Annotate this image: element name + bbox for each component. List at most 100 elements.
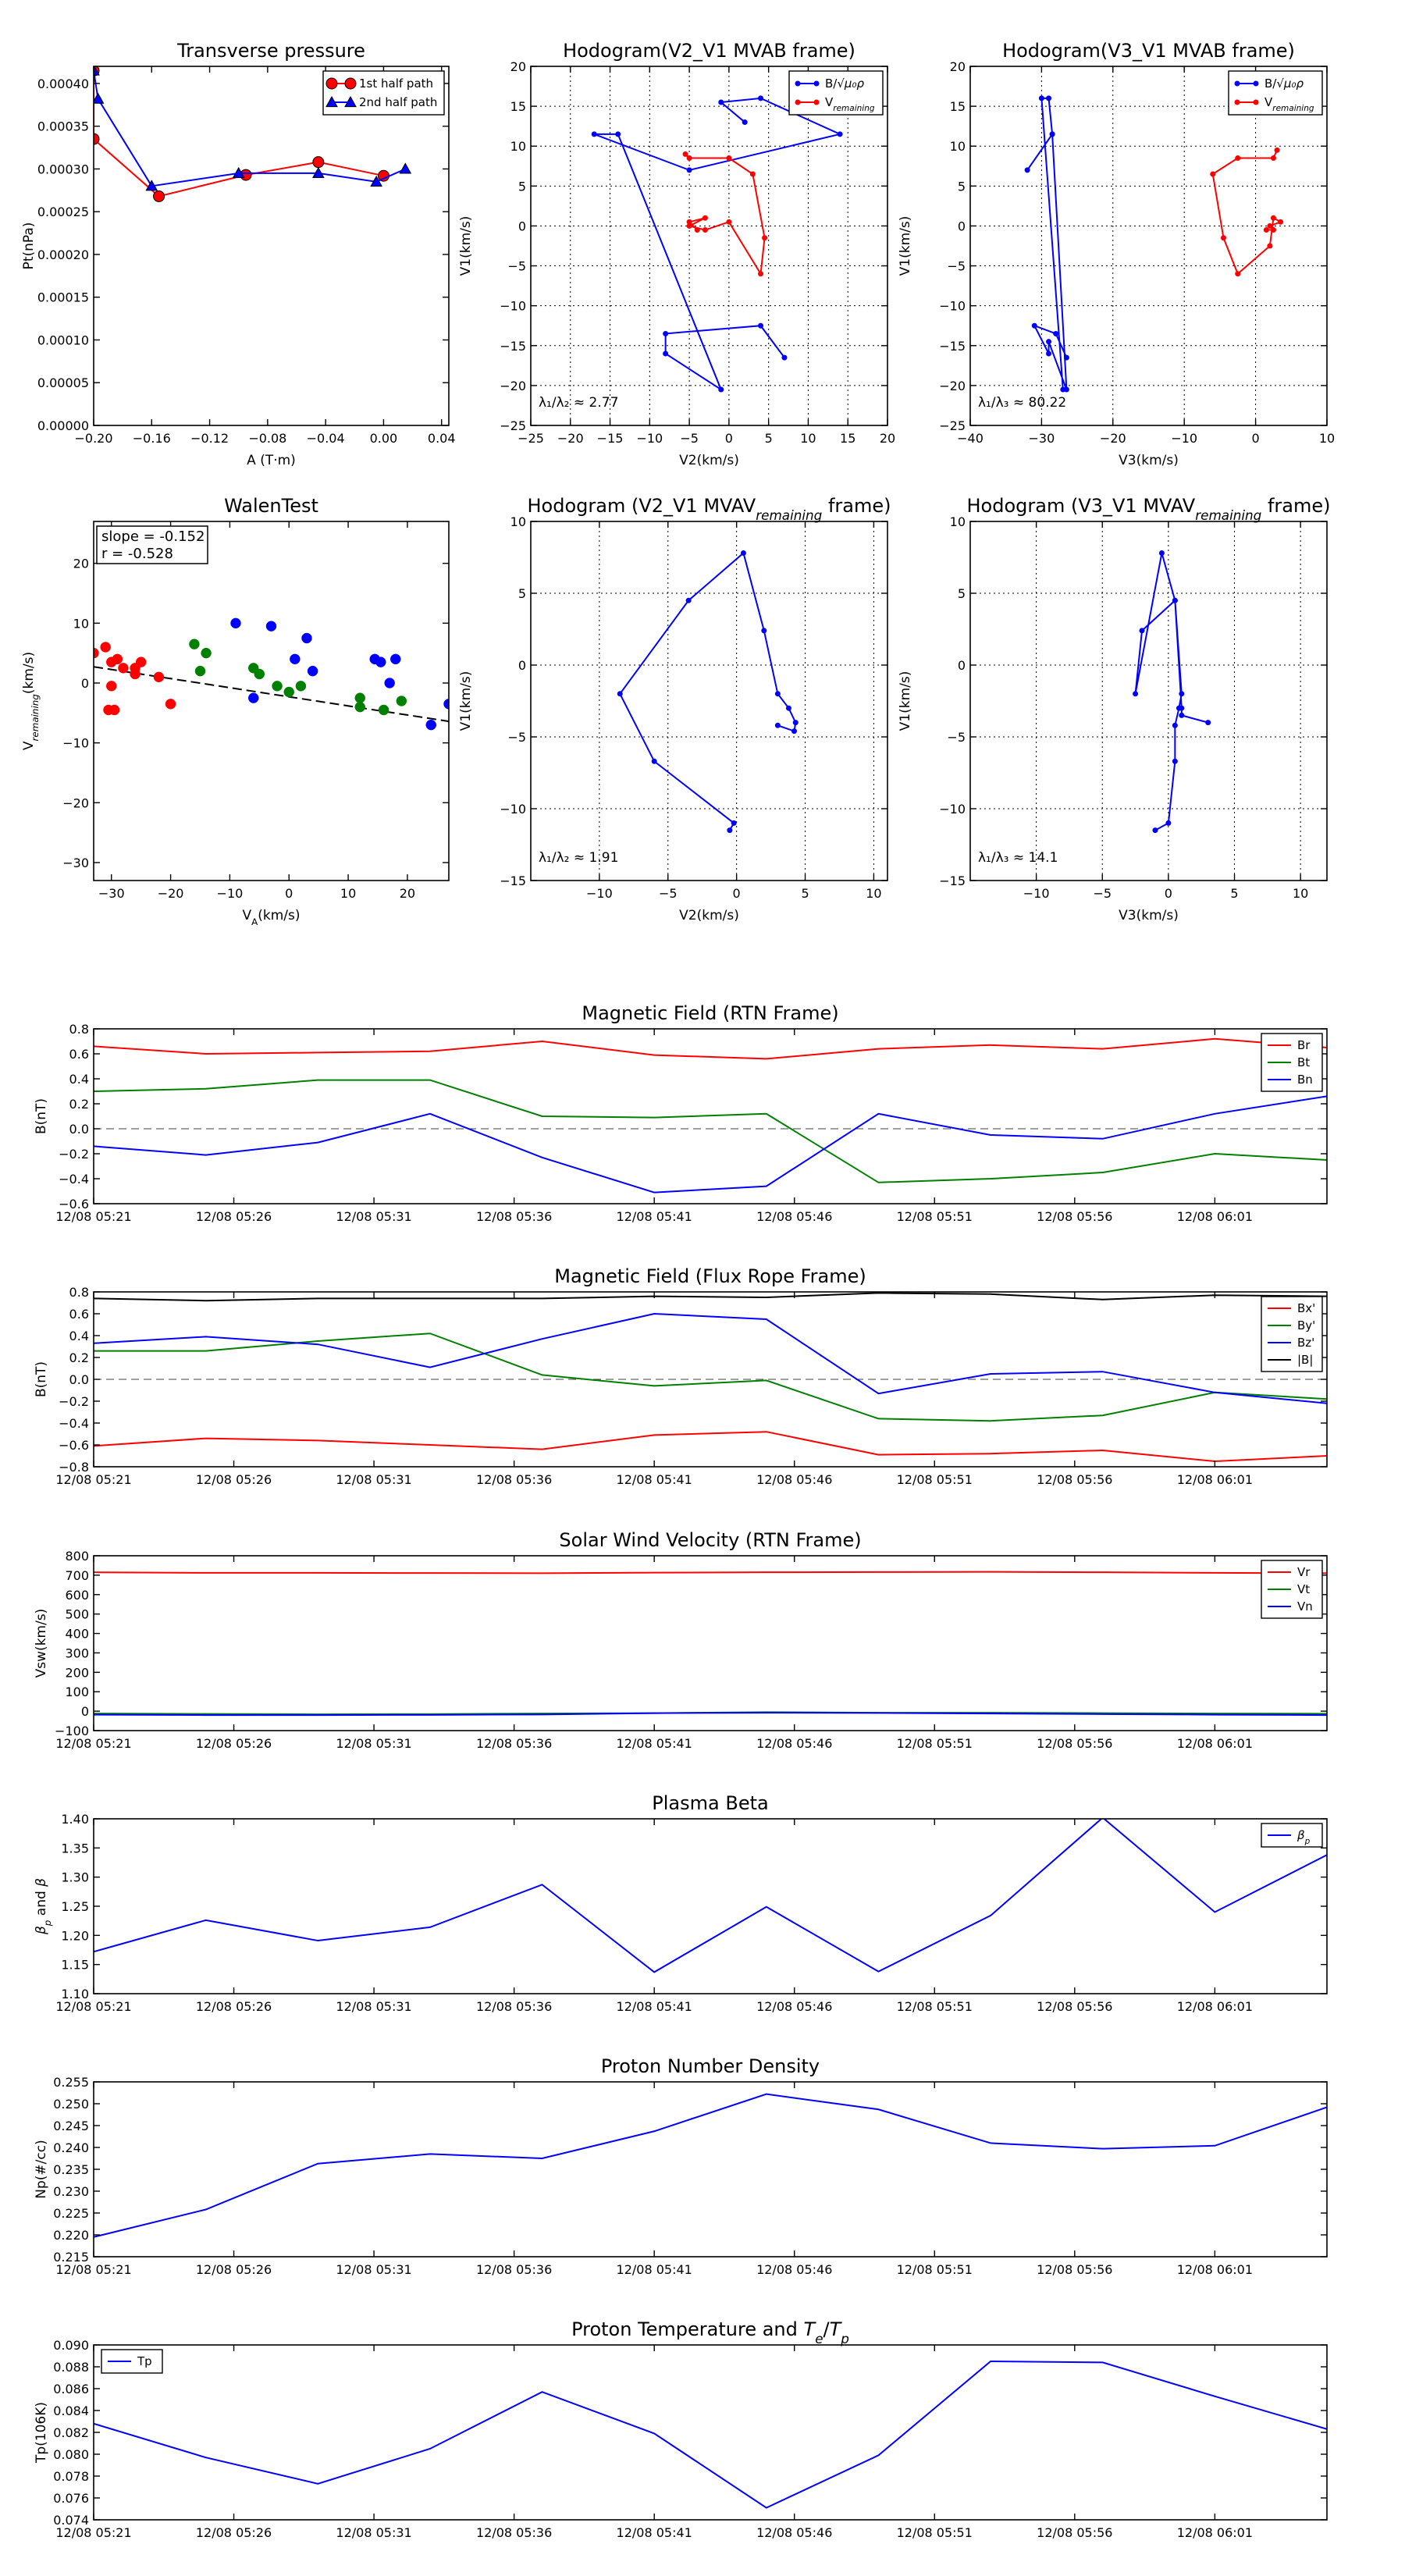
y-tick-label: 0.230 <box>53 2184 89 2199</box>
y-tick-label: 0.0 <box>69 1372 89 1387</box>
x-tick-label: 0.04 <box>428 431 456 446</box>
data-point <box>686 167 692 173</box>
y-tick-label: 15 <box>510 99 526 114</box>
legend-label: 2nd half path <box>359 95 437 109</box>
chart-title-part: e <box>815 2331 823 2347</box>
x-tick-label: 12/08 05:31 <box>336 2262 411 2277</box>
y-tick-label: 1.30 <box>61 1870 89 1885</box>
series-line <box>94 1079 1327 1183</box>
y-axis-label: V1(km/s) <box>898 216 913 276</box>
y-tick-label: 0.00000 <box>37 418 89 433</box>
chart-title-part: Proton Number Density <box>601 2055 820 2077</box>
data-point <box>254 668 265 680</box>
y-axis-label-part: Vsw(km/s) <box>34 1609 49 1678</box>
x-tick-label: −0.16 <box>133 431 171 446</box>
x-tick-label: 12/08 05:31 <box>336 1999 411 2014</box>
x-tick-label: 12/08 05:36 <box>476 2525 552 2540</box>
legend: B/√μ₀ρ Vremaining <box>788 70 884 116</box>
y-tick-label: 500 <box>65 1607 89 1622</box>
y-axis-label-part: 6 <box>34 2416 49 2425</box>
eigenvalue-ratio-label: λ₁/λ₂ ≈ 2.77 <box>539 395 618 411</box>
y-tick-label: 5 <box>958 586 966 601</box>
y-axis-label-part: and <box>34 1887 49 1920</box>
data-point <box>189 639 200 649</box>
x-tick-label: 20 <box>400 886 415 901</box>
x-axis-label-part: V3(km/s) <box>1119 908 1179 923</box>
data-point <box>702 227 708 233</box>
chart-title: Magnetic Field (Flux Rope Frame) <box>554 1265 866 1287</box>
x-tick-label: −25 <box>518 431 544 446</box>
data-point <box>399 162 412 174</box>
y-axis-label: Vremaining(km/s) <box>21 652 41 750</box>
x-tick-label: 12/08 05:51 <box>897 2262 973 2277</box>
x-tick-label: 12/08 06:01 <box>1177 1209 1253 1224</box>
data-point <box>1053 330 1059 336</box>
data-point <box>1046 95 1052 101</box>
data-point <box>792 720 799 726</box>
data-point <box>1270 215 1276 221</box>
data-point <box>232 166 245 179</box>
legend-label: 1st half path <box>359 76 433 91</box>
y-axis-label-part: (km/s) <box>21 652 37 694</box>
chart-title: Transverse pressure <box>176 40 365 62</box>
data-point <box>663 330 669 336</box>
data-point <box>1139 628 1145 634</box>
x-tick-label: 12/08 05:46 <box>756 2262 832 2277</box>
x-tick-label: −20 <box>158 886 184 901</box>
x-tick-label: 12/08 05:51 <box>897 1472 973 1487</box>
x-tick-label: 12/08 06:01 <box>1177 1736 1253 1751</box>
legend-label-part: B/√ <box>825 76 845 91</box>
y-tick-label: 0.00035 <box>37 119 89 134</box>
data-point <box>390 653 401 665</box>
x-tick-label: 5 <box>1230 886 1238 901</box>
legend-label: Tp <box>137 2354 152 2368</box>
data-point <box>230 617 241 629</box>
fit-line <box>94 666 449 723</box>
chart-title-part: Hodogram(V2_V1 MVAB frame) <box>563 40 855 62</box>
y-axis-label: V1(km/s) <box>898 671 913 731</box>
chart-title-part: remaining <box>1195 507 1261 523</box>
legend-marker <box>344 77 357 90</box>
data-point <box>100 642 111 653</box>
y-tick-label: 0 <box>518 219 526 233</box>
chart-title-part: Magnetic Field (Flux Rope Frame) <box>554 1265 866 1287</box>
axes-frame <box>93 1555 1328 1731</box>
x-tick-label: −0.20 <box>74 431 112 446</box>
legend-marker <box>1253 80 1259 87</box>
legend-label: Vremaining <box>825 95 875 113</box>
legend-label: Bt <box>1297 1055 1310 1069</box>
y-tick-label: 0.2 <box>69 1350 89 1365</box>
legend-label: Bz' <box>1297 1336 1314 1350</box>
data-point <box>694 227 700 233</box>
x-tick-label: 12/08 05:31 <box>336 1472 411 1487</box>
y-tick-label: −0.6 <box>59 1438 89 1453</box>
x-tick-label: 12/08 05:56 <box>1037 1999 1112 2014</box>
data-point <box>740 550 746 556</box>
legend-label-part: Vn <box>1297 1599 1313 1614</box>
y-axis-label-part: V1(km/s) <box>898 671 913 731</box>
x-axis-label: V2(km/s) <box>679 908 739 923</box>
data-point <box>1179 705 1185 711</box>
y-tick-label: 0.090 <box>53 2338 89 2353</box>
y-tick-label: −10 <box>500 299 526 314</box>
plot-area <box>591 95 843 393</box>
x-tick-label: 5 <box>801 886 809 901</box>
data-point <box>153 190 165 202</box>
y-axis-label-part: Np(#/cc) <box>34 2140 49 2198</box>
x-tick-label: 12/08 05:41 <box>617 1209 692 1224</box>
data-point <box>1263 227 1269 233</box>
y-tick-label: 0.250 <box>53 2097 89 2112</box>
data-point <box>354 701 365 713</box>
series-line <box>1026 97 1068 390</box>
x-tick-label: 10 <box>1319 431 1335 446</box>
data-point <box>1049 131 1055 137</box>
legend-label: B/√μ₀ρ <box>1264 76 1304 91</box>
legend-label-part: p <box>1304 1837 1311 1846</box>
chart-title-part: Hodogram (V2_V1 MVAV <box>527 495 756 517</box>
data-point <box>375 656 386 667</box>
y-tick-label: −15 <box>939 873 966 888</box>
chart-title-part: frame) <box>1261 495 1330 517</box>
data-point <box>272 681 283 692</box>
chart-title-part: Solar Wind Velocity (RTN Frame) <box>559 1529 861 1551</box>
y-tick-label: 20 <box>73 557 89 571</box>
